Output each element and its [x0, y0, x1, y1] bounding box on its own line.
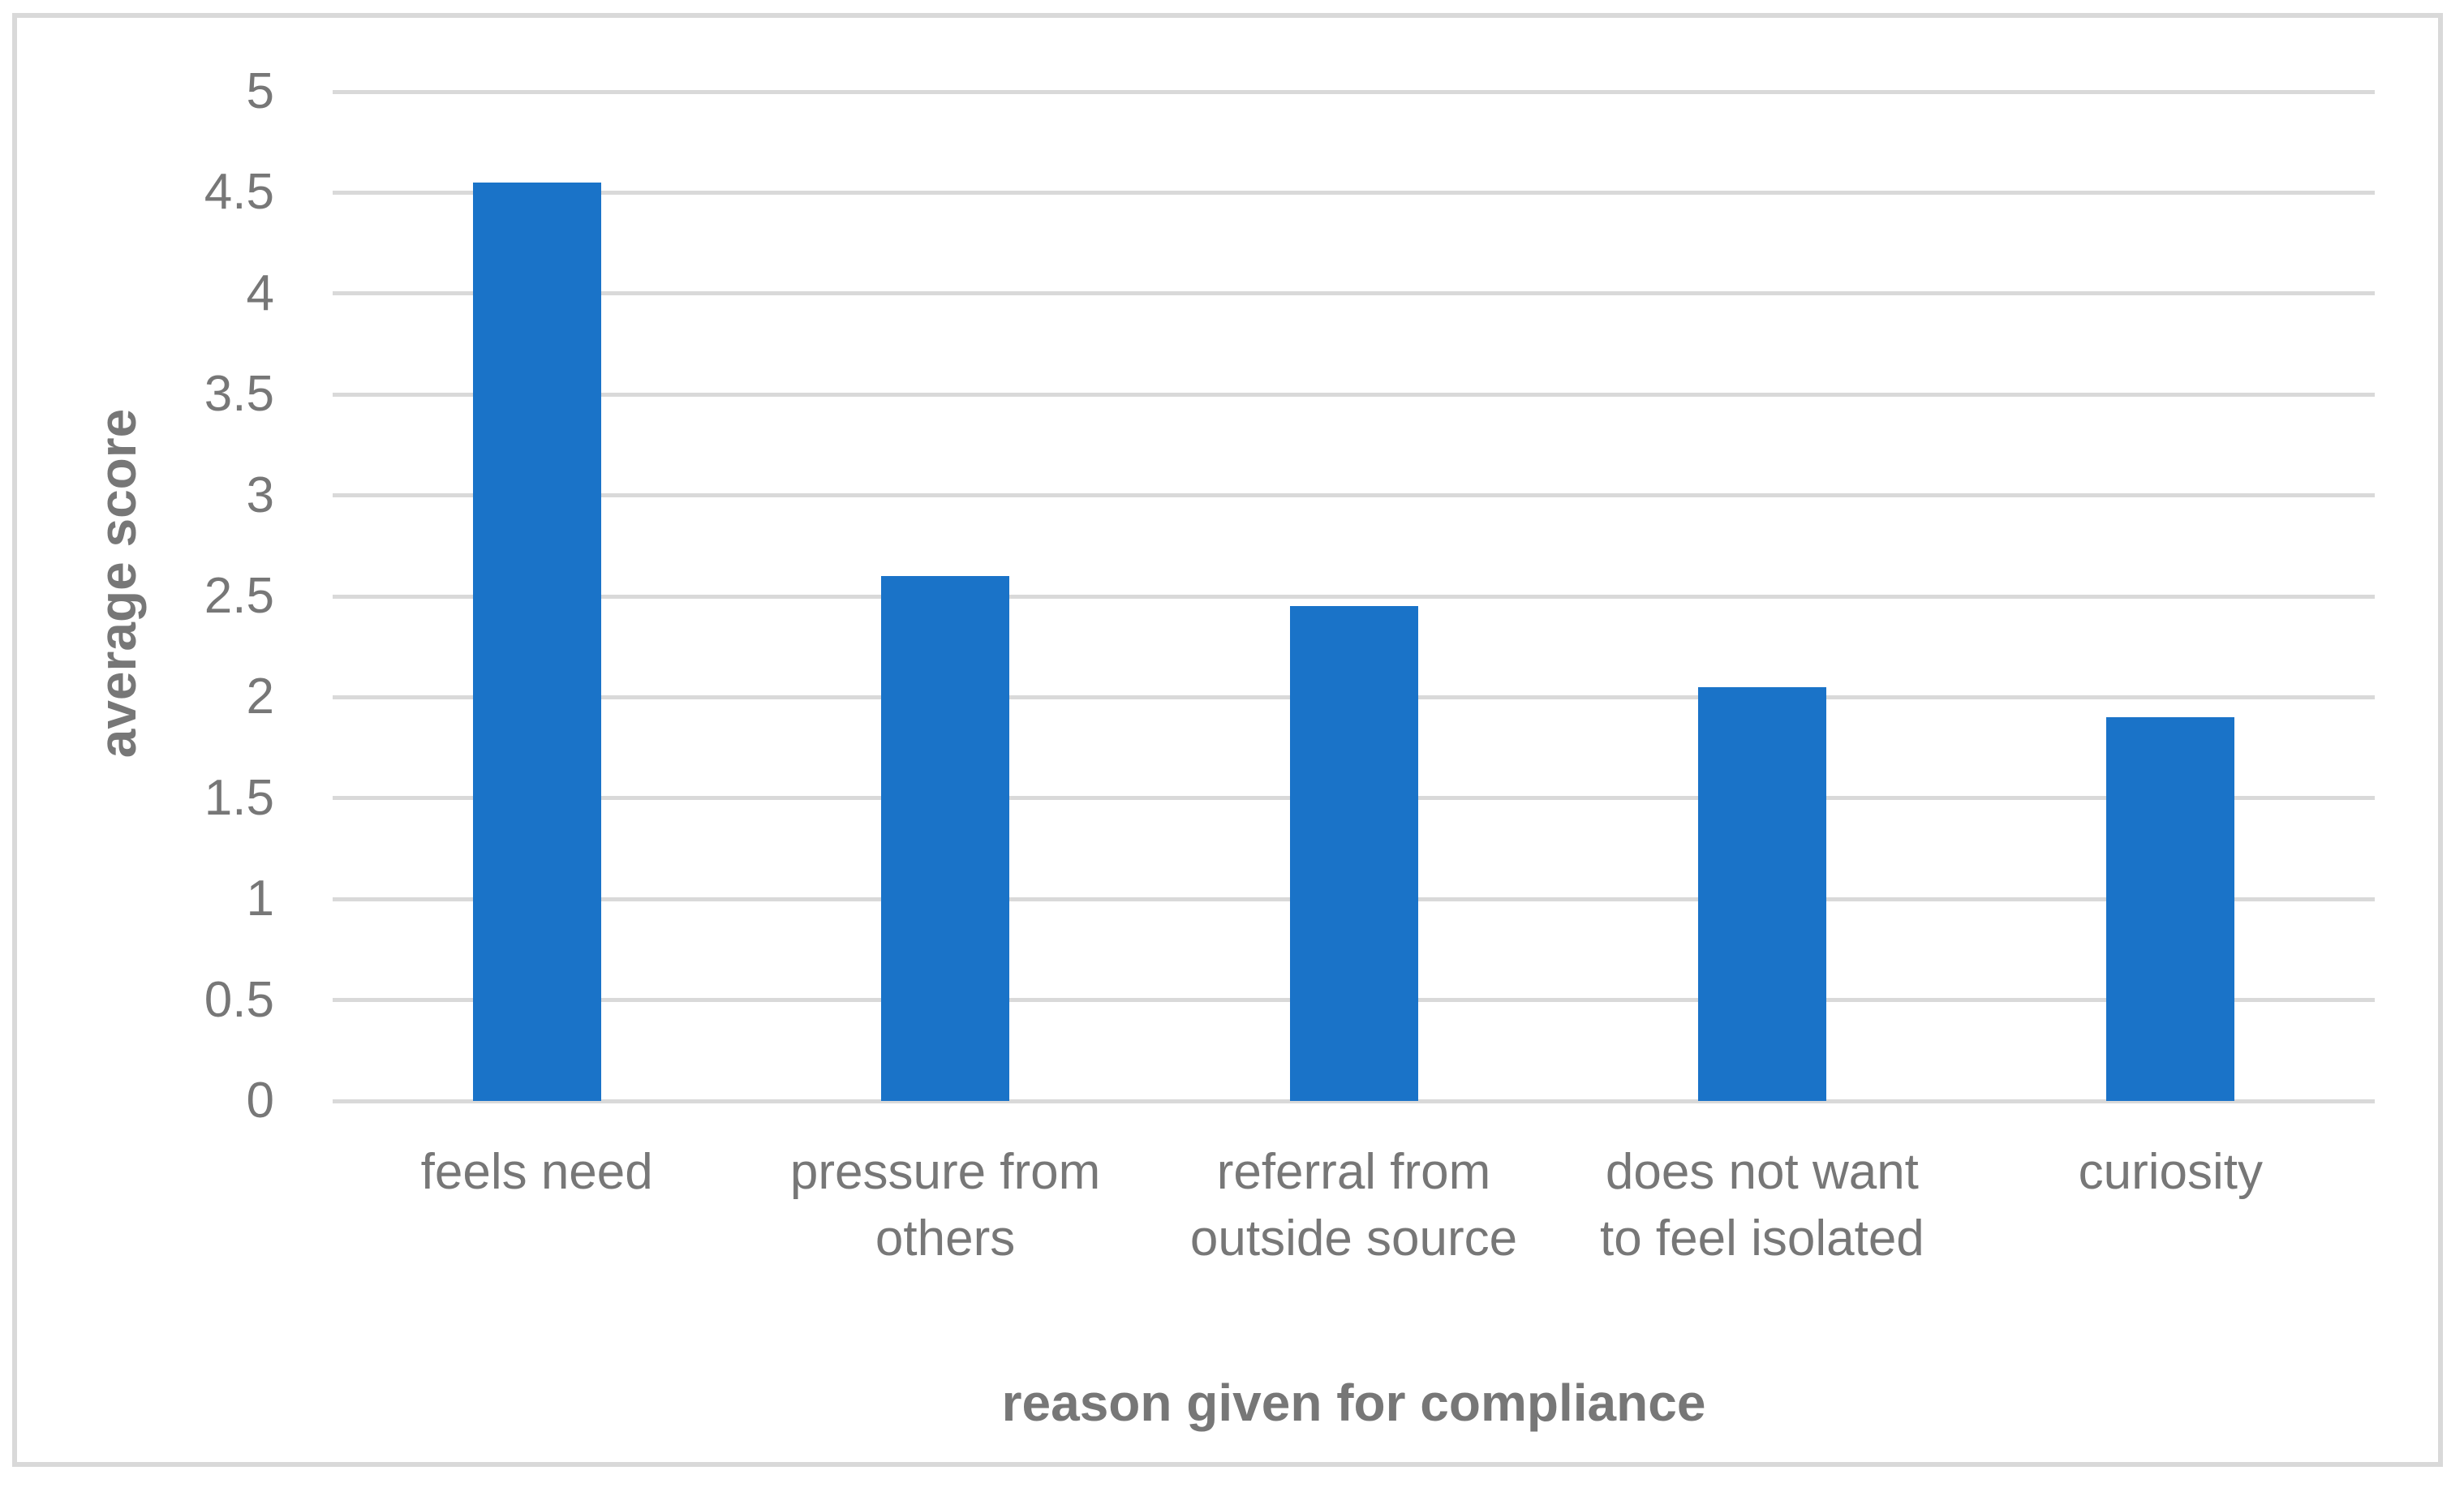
y-tick-label-1.5: 1.5	[204, 769, 274, 826]
y-tick-label-3: 3	[246, 467, 274, 523]
gridline-y-4	[333, 291, 2375, 296]
gridline-y-3.5	[333, 392, 2375, 397]
bar-does-not-want-to-feel-isolated	[1697, 686, 1826, 1101]
y-tick-label-3.5: 3.5	[204, 366, 274, 423]
x-category-label: feels need	[420, 1144, 653, 1200]
gridline-y-5	[333, 89, 2375, 94]
x-category-label: pressure from others	[789, 1144, 1101, 1266]
bar-pressure-from-others	[881, 576, 1010, 1101]
y-tick-label-4.5: 4.5	[204, 164, 274, 221]
bar-referral-from-outside-source	[1289, 606, 1418, 1101]
plot-area	[333, 89, 2375, 1103]
gridline-y-4.5	[333, 190, 2375, 195]
y-tick-label-0: 0	[246, 1073, 274, 1129]
y-axis-title: average score	[88, 408, 147, 759]
y-tick-label-2: 2	[246, 669, 274, 725]
y-tick-label-1: 1	[246, 871, 274, 927]
x-category-label: curiosity	[2078, 1144, 2263, 1200]
y-tick-label-2.5: 2.5	[204, 568, 274, 624]
x-category-label: referral from outside source	[1189, 1144, 1518, 1266]
x-category-label: does not want to feel isolated	[1599, 1144, 1924, 1266]
y-tick-label-0.5: 0.5	[204, 971, 274, 1028]
y-tick-label-4: 4	[246, 264, 274, 321]
chart-frame	[12, 13, 2443, 1467]
x-axis-title: reason given for compliance	[1001, 1374, 1706, 1432]
bar-feels-need	[472, 182, 601, 1101]
gridline-y-2.5	[333, 594, 2375, 599]
gridline-y-0	[333, 1099, 2375, 1103]
bar-curiosity	[2106, 717, 2235, 1101]
y-tick-label-5: 5	[246, 63, 274, 119]
gridline-y-3	[333, 493, 2375, 498]
